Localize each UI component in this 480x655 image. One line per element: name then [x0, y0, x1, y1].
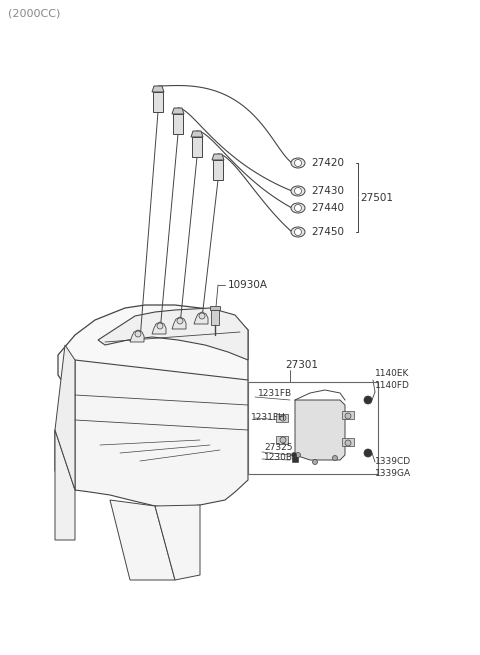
Polygon shape [191, 131, 203, 137]
Polygon shape [98, 308, 248, 360]
Circle shape [157, 323, 163, 329]
Circle shape [364, 449, 372, 457]
Polygon shape [110, 500, 175, 580]
Circle shape [295, 204, 301, 212]
Polygon shape [172, 317, 186, 329]
Polygon shape [155, 505, 200, 580]
Circle shape [295, 187, 301, 195]
Circle shape [312, 460, 317, 464]
Polygon shape [152, 86, 164, 92]
Circle shape [345, 440, 351, 446]
Text: 1230BA: 1230BA [264, 453, 299, 462]
Circle shape [135, 331, 141, 337]
Polygon shape [211, 310, 219, 325]
Polygon shape [342, 438, 354, 446]
Circle shape [177, 318, 183, 324]
Circle shape [291, 453, 297, 457]
Bar [248, 382, 378, 474]
Text: 10930A: 10930A [228, 280, 268, 290]
Polygon shape [212, 154, 224, 160]
Polygon shape [173, 114, 183, 134]
Circle shape [280, 437, 286, 443]
Polygon shape [276, 436, 288, 444]
Circle shape [345, 413, 351, 419]
Ellipse shape [291, 158, 305, 168]
Circle shape [295, 229, 301, 236]
Polygon shape [276, 414, 288, 422]
Polygon shape [55, 345, 75, 490]
Polygon shape [152, 322, 166, 334]
Polygon shape [194, 312, 208, 324]
Circle shape [280, 415, 286, 421]
Polygon shape [153, 92, 163, 112]
Polygon shape [192, 137, 202, 157]
Text: 1231FH: 1231FH [251, 413, 286, 422]
Ellipse shape [291, 203, 305, 213]
Circle shape [295, 160, 301, 166]
Text: 1339CD: 1339CD [375, 457, 411, 466]
Text: (2000CC): (2000CC) [8, 9, 60, 19]
Circle shape [364, 396, 372, 404]
Ellipse shape [291, 186, 305, 196]
Polygon shape [213, 160, 223, 180]
Text: 27501: 27501 [360, 193, 393, 203]
Text: 27440: 27440 [311, 203, 344, 213]
Polygon shape [172, 108, 184, 114]
Ellipse shape [291, 227, 305, 237]
Polygon shape [130, 330, 144, 342]
Polygon shape [75, 360, 248, 508]
Text: 27430: 27430 [311, 186, 344, 196]
Circle shape [199, 313, 205, 319]
Polygon shape [55, 430, 75, 540]
Text: 1140EK: 1140EK [375, 369, 409, 379]
Text: 27450: 27450 [311, 227, 344, 237]
Text: 27325: 27325 [264, 443, 292, 451]
Text: 1140FD: 1140FD [375, 381, 410, 390]
Text: 27301: 27301 [285, 360, 318, 370]
Polygon shape [210, 306, 220, 310]
Text: 1339GA: 1339GA [375, 468, 411, 477]
Polygon shape [55, 305, 248, 495]
Circle shape [333, 455, 337, 460]
Polygon shape [292, 457, 298, 462]
Polygon shape [295, 400, 345, 460]
Text: 27420: 27420 [311, 158, 344, 168]
Circle shape [296, 453, 300, 457]
Text: 1231FB: 1231FB [258, 388, 292, 398]
Polygon shape [342, 411, 354, 419]
